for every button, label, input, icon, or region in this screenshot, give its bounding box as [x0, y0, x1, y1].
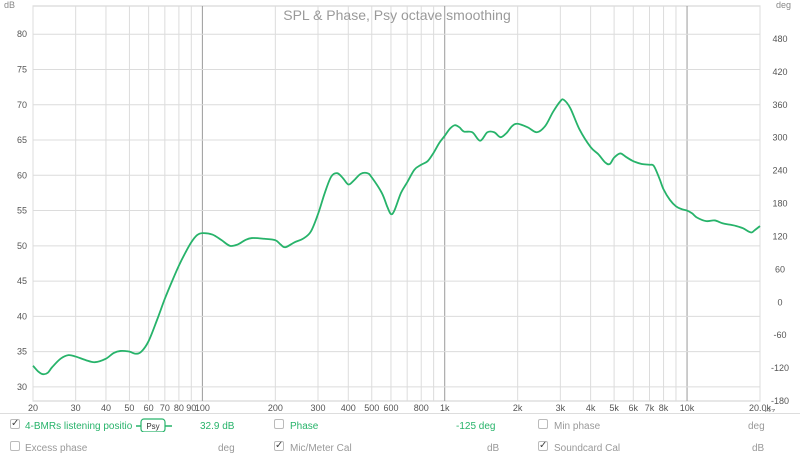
- phase-label[interactable]: Phase: [290, 421, 319, 432]
- x-tick-label: 6k: [629, 403, 639, 412]
- y2-tick-label: -120: [771, 363, 789, 373]
- x-tick-label: 2k: [513, 403, 523, 412]
- y-tick-label: 65: [17, 135, 27, 145]
- x-tick-label: 90: [186, 403, 196, 412]
- y2-tick-label: 60: [775, 264, 785, 274]
- grid: [32, 5, 761, 402]
- series-layer: [32, 98, 761, 376]
- y-tick-label: 30: [17, 382, 27, 392]
- x-tick-label: 60: [144, 403, 154, 412]
- y2-tick-label: 480: [772, 34, 787, 44]
- measurement-checkbox[interactable]: [10, 419, 20, 429]
- soundcard-cal-checkbox[interactable]: [538, 441, 548, 451]
- x-tick-label: 5k: [609, 403, 619, 412]
- y-tick-label: 40: [17, 311, 27, 321]
- x-tick-label: 80: [174, 403, 184, 412]
- controls-row-2: Excess phase deg Mic/Meter Cal dB Soundc…: [0, 438, 800, 460]
- excess-phase-checkbox[interactable]: [10, 441, 20, 451]
- chart-area: 30 35 40 45 50 55 60 65 70 75 80 -180 -120 -60 0 60 120 1…: [0, 0, 800, 412]
- x-tick-label: 20.0k: [749, 403, 772, 412]
- x-tick-label: 40: [101, 403, 111, 412]
- y-tick-label: 55: [17, 206, 27, 216]
- excess-phase-label[interactable]: Excess phase: [25, 443, 88, 454]
- y-tick-label: 75: [17, 64, 27, 74]
- x-tick-label: 70: [160, 403, 170, 412]
- x-tick-label: 3k: [556, 403, 566, 412]
- y2-tick-label: 420: [772, 67, 787, 77]
- x-tick-label: 20: [28, 403, 38, 412]
- y2-tick-label: -60: [773, 330, 786, 340]
- min-phase-unit: deg: [748, 421, 765, 432]
- smoothing-badge-label: Psy: [146, 422, 159, 431]
- y2-tick-label: 180: [772, 199, 787, 209]
- soundcard-cal-unit: dB: [752, 443, 765, 454]
- y-tick-label: 80: [17, 29, 27, 39]
- y-tick-label: 45: [17, 276, 27, 286]
- phase-checkbox[interactable]: [274, 419, 284, 429]
- x-tick-label: 100: [195, 403, 210, 412]
- measurement-label[interactable]: 4-BMRs listening positio: [25, 421, 133, 432]
- x-tick-label: 7k: [645, 403, 655, 412]
- excess-phase-unit: deg: [218, 443, 235, 454]
- y-tick-label: 50: [17, 241, 27, 251]
- x-tick-label: 1k: [440, 403, 450, 412]
- x-tick-label: 30: [71, 403, 81, 412]
- y2-tick-label: 360: [772, 100, 787, 110]
- phase-value: -125 deg: [456, 421, 496, 432]
- x-tick-label: 8k: [659, 403, 669, 412]
- controls-divider: [0, 413, 800, 414]
- x-tick-label: 600: [383, 403, 398, 412]
- axes: 30 35 40 45 50 55 60 65 70 75 80 -180 -120 -60 0 60 120 1…: [17, 29, 789, 412]
- y-tick-label: 60: [17, 170, 27, 180]
- y2-tick-label: 0: [777, 297, 782, 307]
- y2-tick-label: -180: [771, 396, 789, 406]
- x-tick-label: 800: [414, 403, 429, 412]
- chart-title: SPL & Phase, Psy octave smoothing: [283, 7, 511, 23]
- smoothing-badge[interactable]: Psy: [136, 418, 172, 432]
- x-tick-label: 10k: [680, 403, 695, 412]
- right-axis-unit: deg: [776, 0, 791, 10]
- mic-cal-checkbox[interactable]: [274, 441, 284, 451]
- controls-row-1: 4-BMRs listening positio Psy 32.9 dB Pha…: [0, 416, 800, 438]
- x-tick-label: 200: [268, 403, 283, 412]
- y2-tick-label: 120: [772, 231, 787, 241]
- spl-value: 32.9 dB: [200, 421, 235, 432]
- y2-tick-label: 240: [772, 166, 787, 176]
- min-phase-checkbox[interactable]: [538, 419, 548, 429]
- x-tick-label: 500: [364, 403, 379, 412]
- spl-phase-chart[interactable]: 30 35 40 45 50 55 60 65 70 75 80 -180 -120 -60 0 60 120 1…: [0, 0, 800, 412]
- mic-cal-label[interactable]: Mic/Meter Cal: [290, 443, 352, 454]
- y2-tick-label: 300: [772, 133, 787, 143]
- y-tick-label: 35: [17, 347, 27, 357]
- spl-series-line: [32, 98, 761, 376]
- x-tick-label: 300: [310, 403, 325, 412]
- x-tick-label: 4k: [586, 403, 596, 412]
- mic-cal-unit: dB: [487, 443, 500, 454]
- x-tick-label: 50: [124, 403, 134, 412]
- soundcard-cal-label[interactable]: Soundcard Cal: [554, 443, 621, 454]
- x-axis-unit: Hz: [765, 406, 776, 412]
- min-phase-label[interactable]: Min phase: [554, 421, 601, 432]
- left-axis-unit: dB: [4, 0, 15, 10]
- x-tick-label: 400: [341, 403, 356, 412]
- y-tick-label: 70: [17, 100, 27, 110]
